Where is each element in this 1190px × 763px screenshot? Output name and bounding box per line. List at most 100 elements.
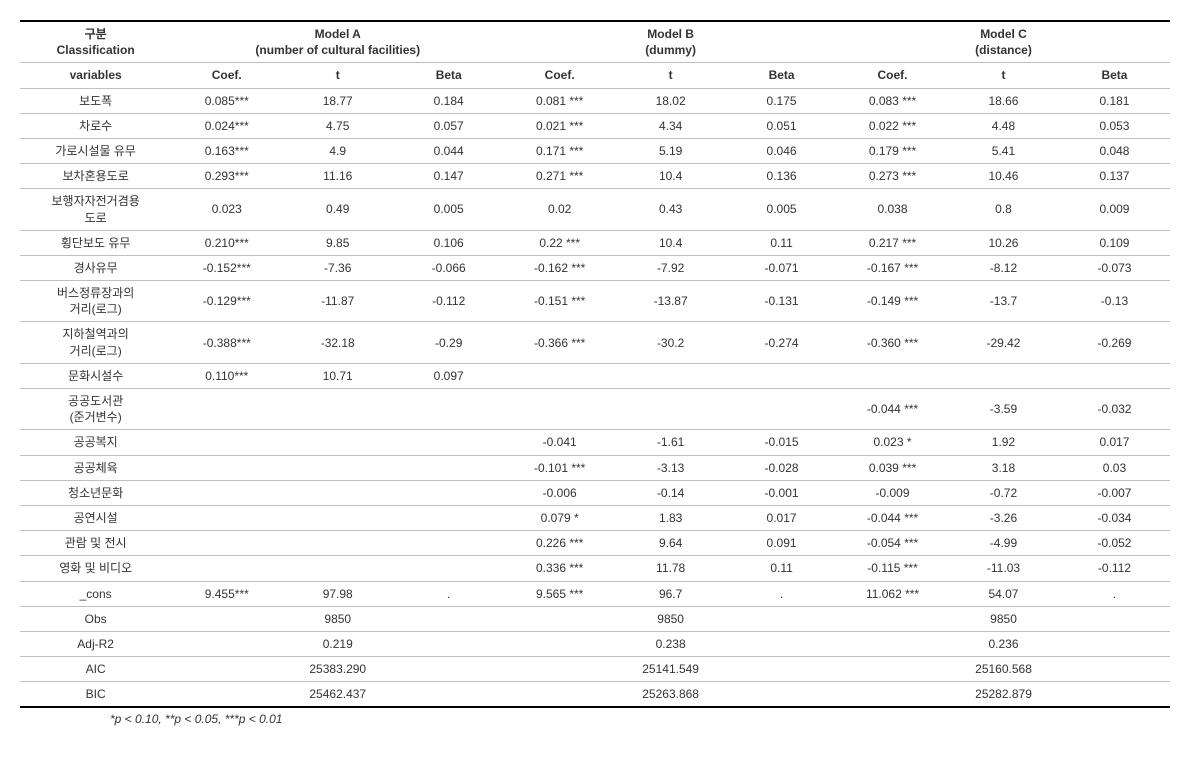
cell-value: -0.073 [1059,255,1170,280]
cell-value: 4.9 [282,138,393,163]
cell-value: 0.49 [282,189,393,230]
model-a-sub: (number of cultural facilities) [255,43,420,57]
cell-value: 0.017 [1059,430,1170,455]
cell-value [282,389,393,430]
row-label: 버스정류장과의거리(로그) [20,281,171,322]
cell-value: -0.13 [1059,281,1170,322]
cell-value: -0.112 [393,281,504,322]
cell-value: 0.147 [393,164,504,189]
cell-value: 18.02 [615,88,726,113]
cell-value: 0.181 [1059,88,1170,113]
cell-value: 11.062 *** [837,581,948,606]
cell-value [282,556,393,581]
cell-value: 0.057 [393,113,504,138]
cell-value: 0.106 [393,230,504,255]
cell-value: 0.085*** [171,88,282,113]
cell-value: -13.87 [615,281,726,322]
cell-value: -0.041 [504,430,615,455]
cell-value: 0.023 [171,189,282,230]
cell-value: 9.455*** [171,581,282,606]
cell-value: 18.66 [948,88,1059,113]
table-row: 공공도서관(준거변수)-0.044 ***-3.59-0.032 [20,389,1170,430]
table-row: 청소년문화-0.006-0.14-0.001-0.009-0.72-0.007 [20,480,1170,505]
row-label: 보도폭 [20,88,171,113]
cell-value: 0.091 [726,531,837,556]
cell-value: 11.16 [282,164,393,189]
cell-value: -3.59 [948,389,1059,430]
cell-value [282,480,393,505]
summary-row: Adj-R20.2190.2380.236 [20,631,1170,656]
cell-value: -0.044 *** [837,505,948,530]
cell-value: -3.13 [615,455,726,480]
cell-value: 0.038 [837,189,948,230]
table-row: 보도폭0.085***18.770.1840.081 ***18.020.175… [20,88,1170,113]
cell-value [393,389,504,430]
cell-value: -0.034 [1059,505,1170,530]
cell-value: 4.75 [282,113,393,138]
cell-value: 5.19 [615,138,726,163]
table-row: 보행자자전거겸용도로0.0230.490.0050.020.430.0050.0… [20,189,1170,230]
cell-value [726,389,837,430]
table-row: _cons9.455***97.98.9.565 ***96.7.11.062 … [20,581,1170,606]
cell-value: 0.097 [393,363,504,388]
classification-en: Classification [57,43,135,57]
cell-value: -0.152*** [171,255,282,280]
table-body: 보도폭0.085***18.770.1840.081 ***18.020.175… [20,88,1170,606]
cell-value: 0.336 *** [504,556,615,581]
cell-value: -0.001 [726,480,837,505]
table-row: 보차혼용도로0.293***11.160.1470.271 ***10.40.1… [20,164,1170,189]
header-a-coef: Coef. [171,63,282,88]
row-label: 공공복지 [20,430,171,455]
cell-value: -0.162 *** [504,255,615,280]
cell-value [393,531,504,556]
cell-value: -0.028 [726,455,837,480]
cell-value [393,455,504,480]
cell-value: -0.112 [1059,556,1170,581]
cell-value: -0.366 *** [504,322,615,363]
summary-row: BIC25462.43725263.86825282.879 [20,682,1170,708]
cell-value: -4.99 [948,531,1059,556]
cell-value: -7.36 [282,255,393,280]
cell-value: -3.26 [948,505,1059,530]
cell-value: 0.022 *** [837,113,948,138]
cell-value [171,505,282,530]
header-b-coef: Coef. [504,63,615,88]
cell-value [171,480,282,505]
cell-value: -0.009 [837,480,948,505]
header-a-t: t [282,63,393,88]
cell-value: 0.43 [615,189,726,230]
cell-value: 0.023 * [837,430,948,455]
row-label: 보행자자전거겸용도로 [20,189,171,230]
cell-value: 0.039 *** [837,455,948,480]
cell-value [282,455,393,480]
model-b-sub: (dummy) [645,43,696,57]
summary-value: 9850 [171,606,504,631]
summary-value: 25282.879 [837,682,1170,708]
cell-value: 0.163*** [171,138,282,163]
model-a-name: Model A [315,27,361,41]
cell-value: 4.48 [948,113,1059,138]
cell-value: 0.293*** [171,164,282,189]
row-label: 가로시설물 유무 [20,138,171,163]
cell-value: -0.044 *** [837,389,948,430]
table-row: 문화시설수0.110***10.710.097 [20,363,1170,388]
cell-value: -8.12 [948,255,1059,280]
summary-label: BIC [20,682,171,708]
cell-value: 10.71 [282,363,393,388]
cell-value: 0.053 [1059,113,1170,138]
cell-value: 9.85 [282,230,393,255]
cell-value [948,363,1059,388]
row-label: 보차혼용도로 [20,164,171,189]
cell-value: -0.151 *** [504,281,615,322]
summary-label: Adj-R2 [20,631,171,656]
cell-value: 0.137 [1059,164,1170,189]
cell-value: -0.115 *** [837,556,948,581]
cell-value: -0.131 [726,281,837,322]
cell-value: 0.22 *** [504,230,615,255]
summary-value: 9850 [504,606,837,631]
summary-value: 25141.549 [504,657,837,682]
cell-value: -11.03 [948,556,1059,581]
cell-value: 0.109 [1059,230,1170,255]
summary-row: Obs985098509850 [20,606,1170,631]
cell-value: -0.360 *** [837,322,948,363]
